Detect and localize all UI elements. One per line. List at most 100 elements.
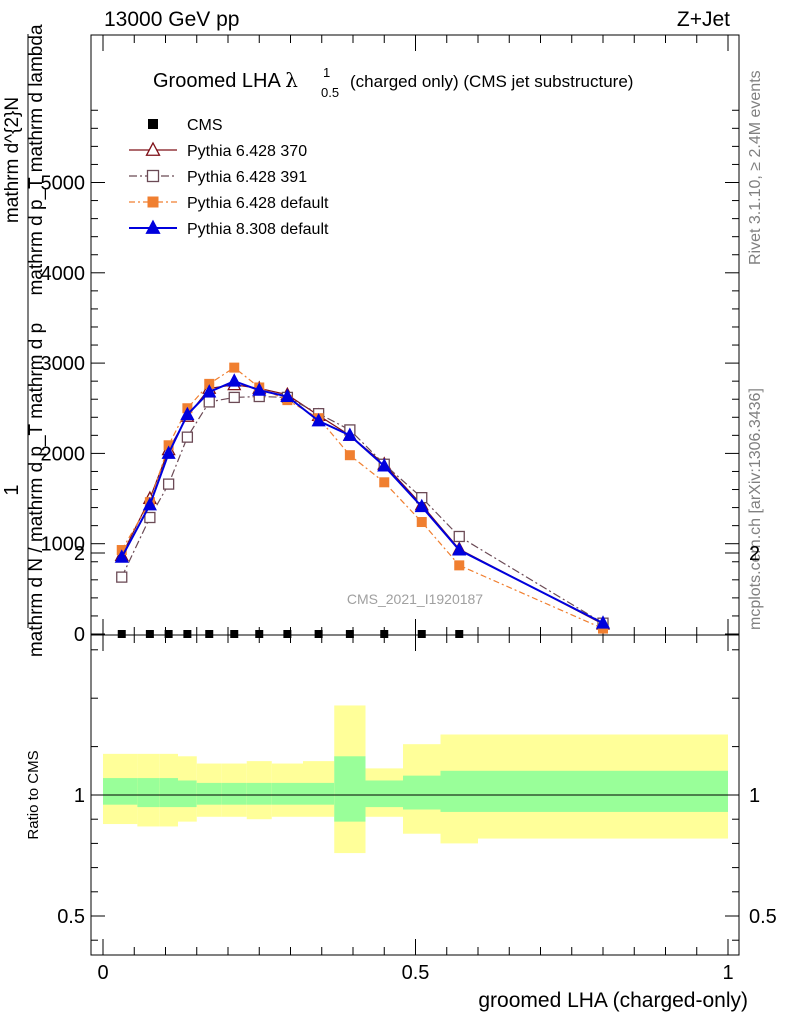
main-ytick-label: 3000 (41, 353, 86, 375)
data-point (314, 630, 323, 638)
data-point (454, 560, 465, 571)
data-point (379, 477, 390, 488)
legend-label: Pythia 6.428 default (187, 195, 329, 212)
main-ytick-label: 0 (74, 624, 85, 646)
title-symbol: λ (285, 68, 298, 92)
ratio-band-inner (365, 780, 403, 808)
legend-entry: Pythia 6.428 default (129, 195, 329, 212)
ratio-ytick-label-right: 2 (749, 543, 760, 565)
data-point (345, 630, 354, 638)
legend-entry: Pythia 6.428 391 (129, 169, 307, 186)
data-point (311, 413, 326, 427)
title-sup: 1 (323, 65, 330, 80)
mcplots-label: mcplots.cern.ch [arXiv:1306.3436] (747, 388, 764, 630)
data-point (203, 396, 215, 408)
data-point (453, 530, 465, 543)
ratio-band-inner (440, 770, 478, 812)
data-point (230, 630, 239, 638)
watermark: CMS_2021_I1920187 (347, 591, 483, 607)
legend-entry: CMS (148, 117, 223, 134)
legend-marker (147, 196, 159, 208)
data-point (255, 630, 264, 638)
data-point (205, 630, 214, 638)
data-point (163, 440, 174, 451)
legend-entry: Pythia 8.308 default (129, 219, 329, 238)
svg-text:Groomed LHA λ: Groomed LHA λ (153, 68, 298, 92)
ratio-ytick-label: 1 (74, 785, 85, 807)
legend-label: Pythia 6.428 370 (187, 143, 307, 160)
legend-marker (145, 141, 161, 156)
data-point (416, 517, 427, 528)
header-left: 13000 GeV pp (104, 8, 239, 31)
ratio-ylabel: Ratio to CMS (25, 750, 42, 839)
legend-label: Pythia 8.308 default (187, 221, 329, 238)
data-point (417, 630, 426, 638)
main-ytick-label: 1000 (41, 534, 86, 556)
ratio-axis-ticks: 0.5 0.5 1 1 2 2 0 0.5 1 (57, 543, 777, 984)
data-point (161, 445, 176, 459)
data-point (116, 571, 128, 583)
legend: CMS Pythia 6.428 370 Pythia 6.428 391 Pythi… (129, 117, 329, 238)
data-point (183, 630, 192, 638)
data-point (202, 384, 217, 398)
main-ytick-label: 5000 (41, 173, 86, 195)
data-point (117, 630, 126, 638)
main-ytick-label: 2000 (41, 443, 86, 465)
data-point (595, 615, 611, 629)
data-point (145, 630, 154, 638)
main-title: Groomed LHA λ 1 0.5 (charged only) (CMS … (153, 65, 633, 100)
ratio-xtick-label: 0 (97, 962, 108, 984)
main-ytick-label: 4000 (41, 263, 86, 285)
legend-marker (145, 219, 161, 234)
data-point (227, 373, 242, 387)
ratio-band-inner (403, 775, 441, 810)
ratio-band-inner (178, 780, 197, 808)
data-point (280, 388, 295, 403)
data-point (142, 497, 157, 511)
data-point (229, 362, 240, 373)
data-point (414, 498, 429, 513)
ratio-bands (103, 705, 728, 854)
ratio-ytick-label-right: 1 (749, 785, 760, 807)
ylabel-numerator: 1 (1, 484, 23, 495)
ratio-ytick-label: 0.5 (57, 906, 85, 928)
data-point (164, 630, 173, 638)
ratio-xtick-label: 1 (722, 962, 733, 984)
data-point (162, 478, 175, 490)
main-ylabel: 1 mathrm d N / mathrm d p_T mathrm d p m… (1, 24, 47, 657)
ratio-xtick-label: 0.5 (402, 962, 430, 984)
main-series (114, 362, 611, 638)
legend-entry: Pythia 6.428 370 (129, 141, 307, 160)
ratio-band-inner (246, 782, 272, 805)
ylabel-right-den: mathrm d p_T mathrm d lambda (26, 24, 47, 295)
ratio-band-inner (196, 782, 222, 805)
main-axis-ticks: 0 1000 2000 3000 4000 5000 (41, 35, 739, 646)
ylabel-right-num: mathrm d^{2}N (2, 97, 23, 223)
data-point (283, 630, 292, 638)
ratio-band-inner (137, 778, 160, 808)
ratio-band-inner (334, 756, 366, 822)
data-point (377, 458, 392, 472)
header-right: Z+Jet (677, 8, 730, 31)
ratio-band-inner (159, 778, 178, 808)
ratio-xlabel: groomed LHA (charged-only) (478, 989, 748, 1012)
ratio-band-inner (271, 782, 303, 805)
series-line (121, 395, 604, 624)
data-point (380, 630, 389, 638)
data-point (252, 382, 267, 396)
data-point (452, 542, 467, 556)
rivet-label: Rivet 3.1.10, ≥ 2.4M events (747, 70, 764, 265)
series-pythia-8-308-default (114, 373, 611, 629)
series-cms (117, 630, 464, 638)
data-point (344, 450, 355, 461)
ratio-panel: 0.5 0.5 1 1 2 2 0 0.5 1 Ratio to CMS groomed LHA… (25, 543, 777, 1012)
legend-label: CMS (187, 117, 223, 134)
ratio-band-inner (303, 782, 335, 805)
data-point (180, 406, 195, 421)
series-line (121, 384, 604, 625)
data-point (114, 549, 129, 563)
legend-marker (148, 119, 158, 129)
ylabel-denominator: mathrm d N / mathrm d p_T mathrm d p (26, 323, 47, 657)
data-point (455, 630, 464, 638)
